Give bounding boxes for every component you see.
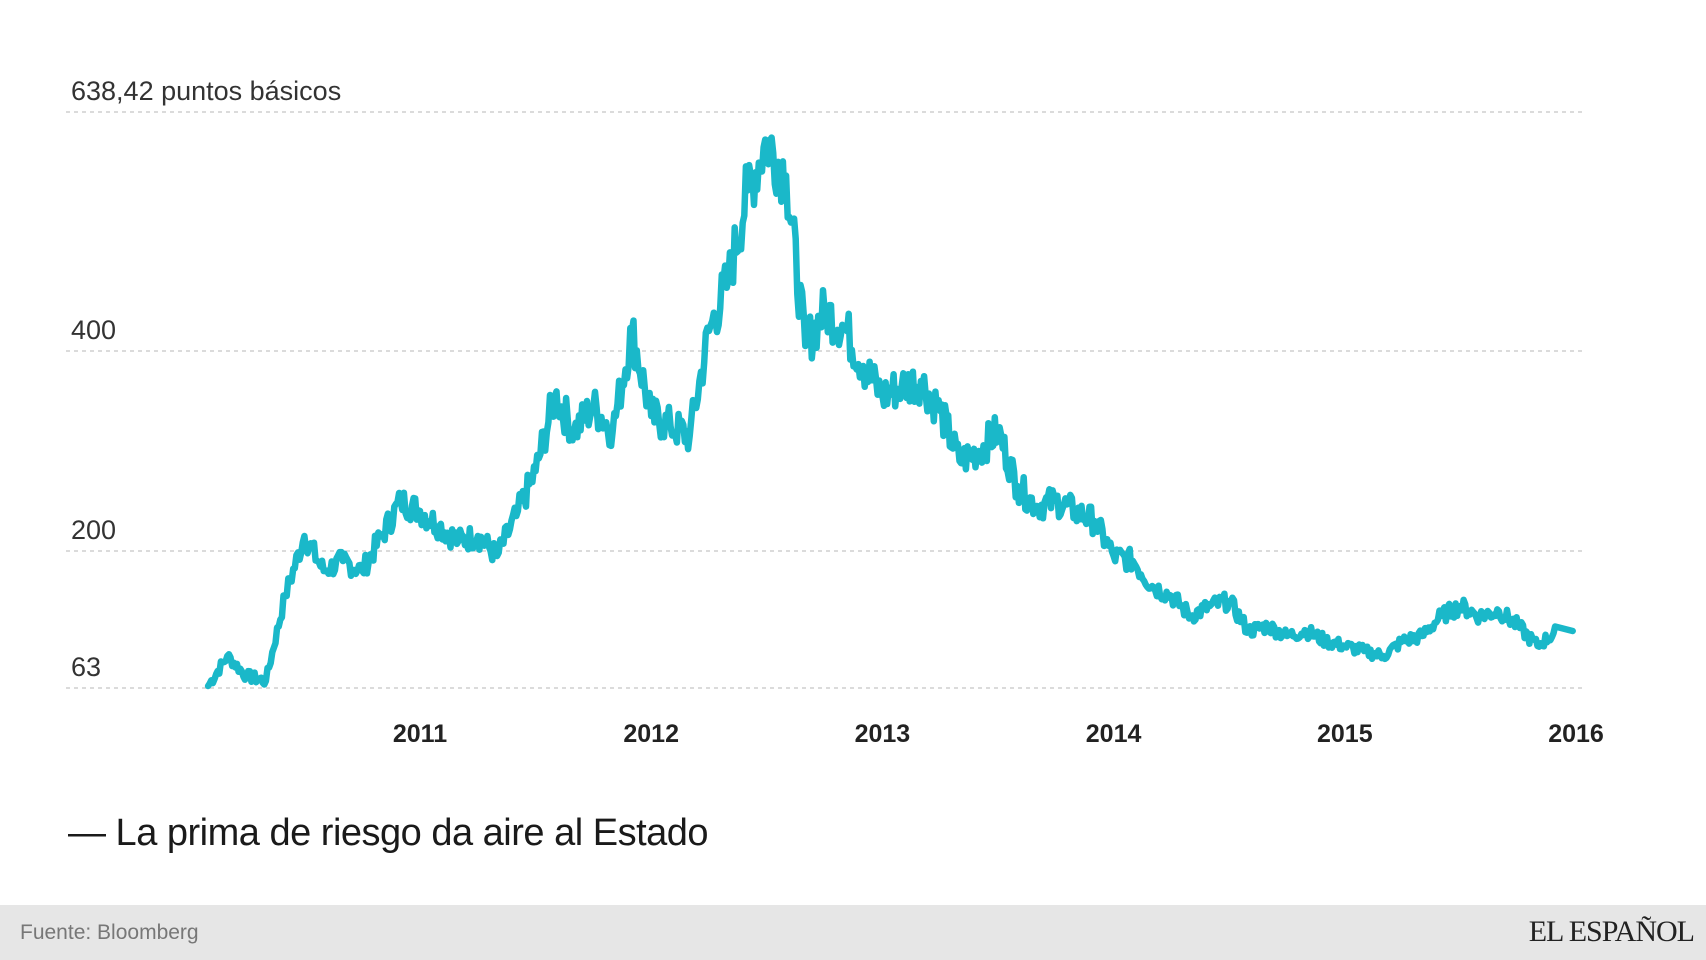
x-tick-label-2012: 2012 bbox=[623, 720, 679, 748]
chart-title: — La prima de riesgo da aire al Estado bbox=[68, 812, 709, 854]
footer-bar: Fuente: Bloomberg EL ESPAÑOL bbox=[0, 905, 1706, 960]
y-tick-label-63: 63 bbox=[71, 652, 101, 682]
x-tick-label-2014: 2014 bbox=[1086, 720, 1142, 748]
y-top-label: 638,42 puntos básicos bbox=[71, 76, 341, 106]
x-tick-label-2015: 2015 bbox=[1317, 720, 1373, 748]
x-tick-label-2016: 2016 bbox=[1548, 720, 1604, 748]
brand-logo: EL ESPAÑOL bbox=[1528, 915, 1695, 948]
x-tick-label-2013: 2013 bbox=[855, 720, 911, 748]
x-tick-label-2011: 2011 bbox=[393, 720, 447, 748]
y-axis: 638,42 puntos básicos 400 200 63 bbox=[71, 76, 341, 682]
source-label: Fuente: Bloomberg bbox=[20, 921, 199, 944]
y-tick-label-400: 400 bbox=[71, 315, 116, 345]
x-axis: 2011 2012 2013 2014 2015 2016 bbox=[393, 720, 1604, 748]
series-line-prima-de-riesgo bbox=[204, 134, 1576, 690]
y-tick-label-200: 200 bbox=[71, 515, 116, 545]
grid bbox=[66, 111, 1582, 689]
